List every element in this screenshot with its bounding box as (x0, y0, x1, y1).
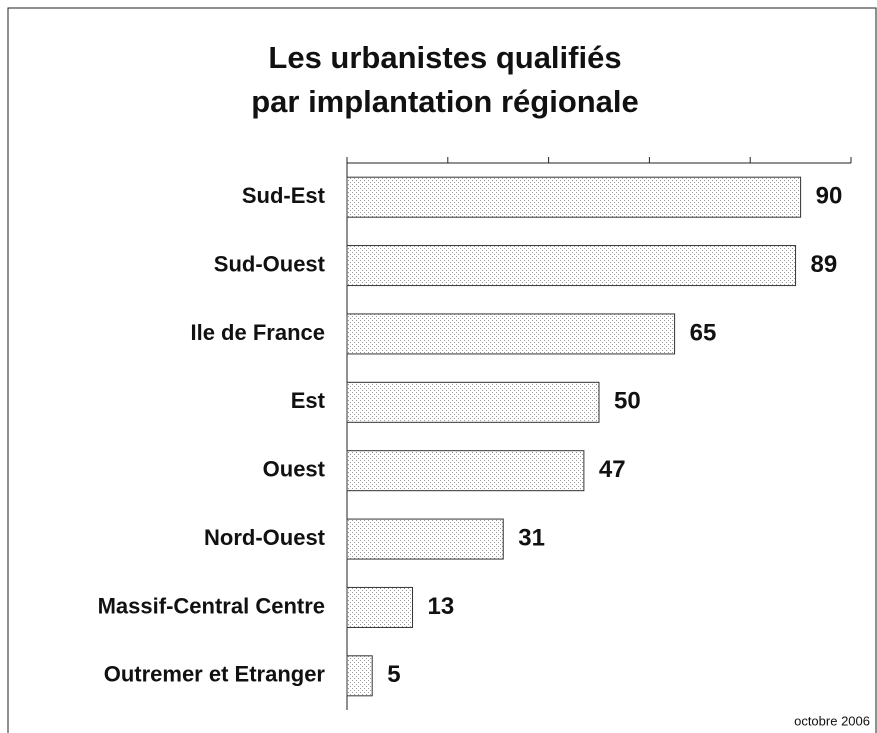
value-label: 31 (518, 524, 545, 551)
y-tick-label: Outremer et Etranger (104, 662, 326, 687)
y-tick-label: Massif-Central Centre (98, 593, 325, 618)
chart-title: par implantation régionale (251, 84, 639, 119)
value-label: 47 (599, 456, 626, 483)
bar (346, 381, 600, 423)
bar (346, 586, 414, 628)
footer: octobre 2006 (794, 713, 870, 728)
bar (346, 245, 797, 287)
value-label: 13 (428, 593, 455, 620)
frame (7, 7, 877, 733)
y-tick-label: Ouest (263, 457, 326, 482)
y-tick-label: Ile de France (190, 320, 325, 345)
value-label: 90 (816, 183, 843, 210)
y-tick-label: Nord-Ouest (204, 525, 326, 550)
y-tick-label: Est (291, 388, 326, 413)
value-label: 65 (690, 319, 717, 346)
value-label: 50 (614, 388, 641, 415)
bar (346, 176, 802, 218)
bar (346, 313, 676, 355)
value-label: 89 (811, 251, 838, 278)
bar (346, 518, 504, 560)
y-tick-label: Sud-Est (242, 183, 326, 208)
chart-title: Les urbanistes qualifiés (268, 40, 621, 75)
y-tick-label: Sud-Ouest (214, 251, 326, 276)
bar (346, 655, 373, 697)
bar (346, 450, 585, 492)
value-label: 5 (387, 661, 400, 688)
